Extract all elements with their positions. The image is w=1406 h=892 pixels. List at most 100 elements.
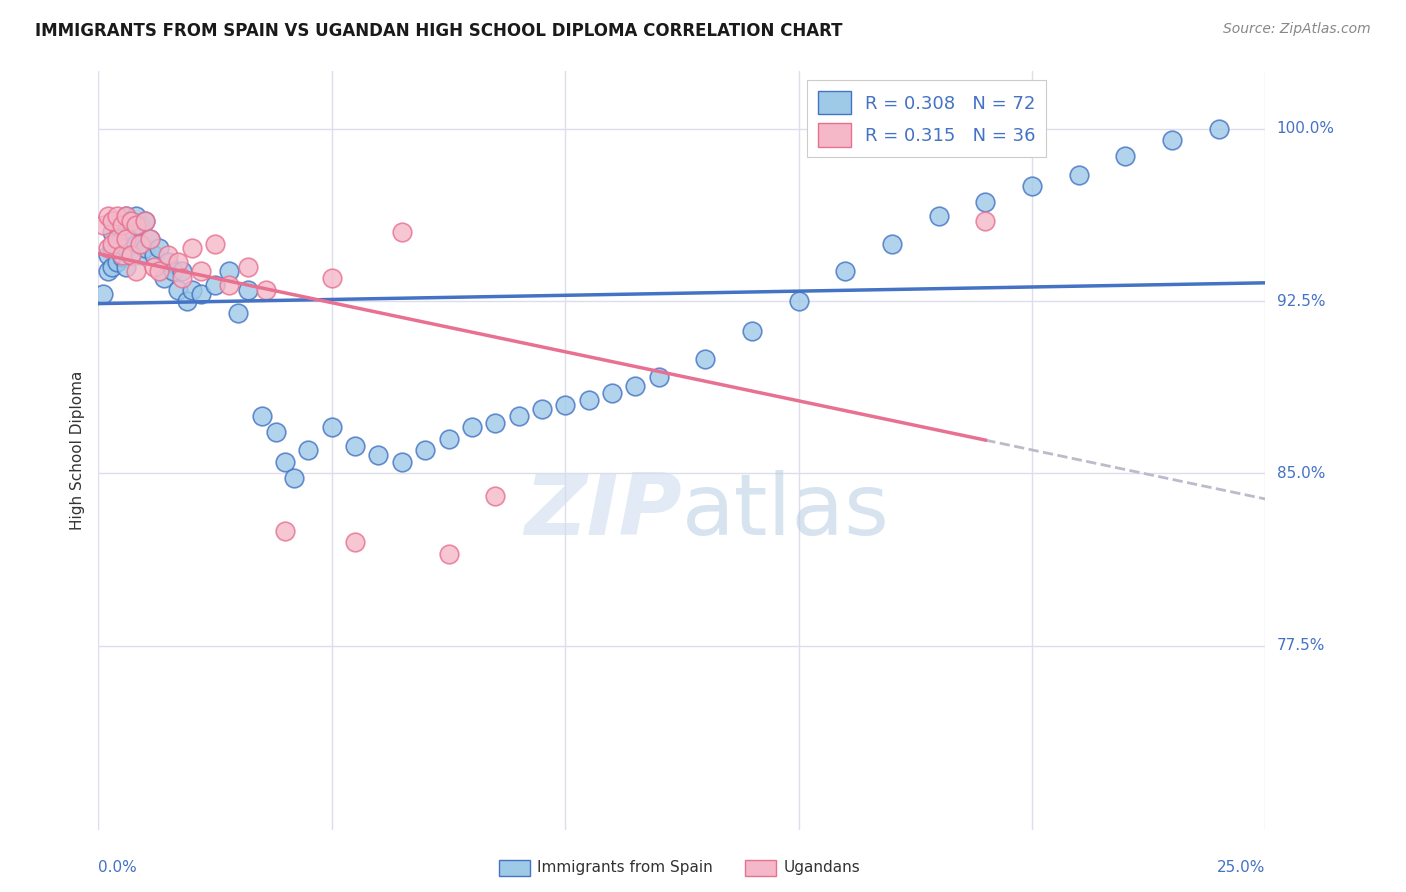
Point xyxy=(97,209,120,223)
Text: 85.0%: 85.0% xyxy=(1277,466,1324,481)
Point xyxy=(120,213,142,227)
Point xyxy=(695,351,717,366)
Point xyxy=(437,432,460,446)
Point xyxy=(228,305,250,319)
Point xyxy=(344,439,367,453)
Point xyxy=(101,260,124,274)
Point xyxy=(274,524,297,538)
Point xyxy=(139,232,162,246)
Point xyxy=(461,420,484,434)
Point xyxy=(283,471,305,485)
Text: 25.0%: 25.0% xyxy=(1218,860,1265,875)
Point xyxy=(115,241,138,255)
Point xyxy=(413,443,436,458)
Point xyxy=(134,213,156,227)
Point xyxy=(787,294,810,309)
Point xyxy=(120,213,142,227)
Text: ZIP: ZIP xyxy=(524,469,682,553)
Point xyxy=(1208,121,1230,136)
Point xyxy=(391,225,413,239)
Point xyxy=(152,271,174,285)
Text: 92.5%: 92.5% xyxy=(1277,293,1324,309)
Point xyxy=(125,236,148,251)
Point xyxy=(264,425,287,439)
Point xyxy=(624,379,647,393)
Legend: R = 0.308   N = 72, R = 0.315   N = 36: R = 0.308 N = 72, R = 0.315 N = 36 xyxy=(807,80,1046,158)
Text: Ugandans: Ugandans xyxy=(783,861,860,875)
Point xyxy=(508,409,530,423)
Text: atlas: atlas xyxy=(682,469,890,553)
Point xyxy=(148,264,170,278)
Point xyxy=(600,386,623,401)
Point xyxy=(256,283,278,297)
Text: IMMIGRANTS FROM SPAIN VS UGANDAN HIGH SCHOOL DIPLOMA CORRELATION CHART: IMMIGRANTS FROM SPAIN VS UGANDAN HIGH SC… xyxy=(35,22,842,40)
Point xyxy=(367,448,389,462)
Point xyxy=(125,209,148,223)
Point xyxy=(974,195,997,210)
Point xyxy=(115,260,138,274)
Point xyxy=(97,241,120,255)
Point xyxy=(111,219,134,233)
Point xyxy=(134,241,156,255)
Point xyxy=(105,219,128,233)
Point xyxy=(204,278,226,293)
Point xyxy=(105,232,128,246)
Point xyxy=(115,209,138,223)
Point xyxy=(125,264,148,278)
Point xyxy=(1021,179,1043,194)
Point xyxy=(115,209,138,223)
Text: 100.0%: 100.0% xyxy=(1277,121,1334,136)
Point xyxy=(218,264,240,278)
Point xyxy=(172,271,194,285)
Text: 77.5%: 77.5% xyxy=(1277,639,1324,653)
Point xyxy=(111,248,134,262)
Point xyxy=(190,287,212,301)
Point xyxy=(143,260,166,274)
Point xyxy=(97,264,120,278)
Point xyxy=(321,420,343,434)
Point xyxy=(344,535,367,549)
Point xyxy=(391,455,413,469)
Point xyxy=(162,264,184,278)
Point xyxy=(129,219,152,233)
Point xyxy=(157,248,180,262)
Point xyxy=(101,225,124,239)
Point xyxy=(172,264,194,278)
Point xyxy=(554,397,576,411)
Point xyxy=(105,255,128,269)
Point xyxy=(236,260,259,274)
Text: Immigrants from Spain: Immigrants from Spain xyxy=(537,861,713,875)
Point xyxy=(484,490,506,504)
Point xyxy=(484,416,506,430)
Point xyxy=(928,209,950,223)
Point xyxy=(129,248,152,262)
Point xyxy=(647,370,669,384)
Point xyxy=(204,236,226,251)
Point xyxy=(111,213,134,227)
Point xyxy=(1114,149,1136,163)
Point xyxy=(741,324,763,338)
Point xyxy=(321,271,343,285)
Y-axis label: High School Diploma: High School Diploma xyxy=(70,371,86,530)
Point xyxy=(236,283,259,297)
Point xyxy=(91,287,114,301)
Point xyxy=(101,213,124,227)
Point xyxy=(218,278,240,293)
Point xyxy=(578,392,600,407)
Point xyxy=(437,547,460,561)
Point xyxy=(101,236,124,251)
Point xyxy=(180,241,202,255)
Point xyxy=(120,248,142,262)
Point xyxy=(297,443,319,458)
Point xyxy=(125,219,148,233)
Point xyxy=(1067,168,1090,182)
Text: 0.0%: 0.0% xyxy=(98,860,138,875)
Point xyxy=(120,248,142,262)
Point xyxy=(834,264,856,278)
Point xyxy=(974,213,997,227)
Point xyxy=(111,232,134,246)
Point xyxy=(148,241,170,255)
Point xyxy=(157,255,180,269)
Point xyxy=(139,232,162,246)
Point xyxy=(115,232,138,246)
